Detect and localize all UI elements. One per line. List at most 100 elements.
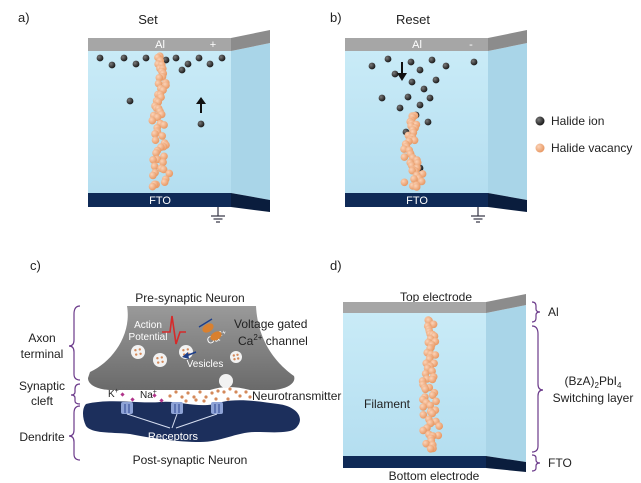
halide-ion xyxy=(426,94,434,102)
device-d xyxy=(343,294,526,472)
halide-vacancy xyxy=(158,132,166,140)
neurotransmitter-molecule xyxy=(204,395,208,399)
top-electrode-label-d: Top electrode xyxy=(400,290,472,304)
halide-ion xyxy=(195,54,203,62)
panel-a-letter: a) xyxy=(18,10,30,25)
post-neuron-label: Post-synaptic Neuron xyxy=(133,453,248,467)
top-electrode-label-a: Al xyxy=(155,39,165,51)
filament-d xyxy=(418,316,444,453)
top-electrode-d xyxy=(343,302,486,313)
halide-ion xyxy=(178,66,186,74)
bottom-electrode-label-a: FTO xyxy=(149,195,171,207)
halide-vacancy xyxy=(160,152,168,161)
panel-b-letter: b) xyxy=(330,10,342,25)
panel-d: d) Top electrode Filament Bottom electro… xyxy=(330,258,633,483)
top-electrode-label-b: Al xyxy=(412,39,422,51)
receptors xyxy=(121,402,223,429)
vesicle-neurotransmitter xyxy=(232,354,235,357)
layer-side-b xyxy=(488,43,527,200)
fto-bracket xyxy=(531,454,541,472)
drift-arrow-b xyxy=(397,62,407,81)
neurotransmitter-molecule xyxy=(202,399,206,403)
vesicle-neurotransmitter xyxy=(135,353,138,356)
neurotransmitter-molecule xyxy=(244,390,248,394)
vesicle-neurotransmitter xyxy=(139,352,142,355)
legend-ion-marker xyxy=(535,116,545,126)
sodium-label: Na+ xyxy=(140,389,157,401)
bottom-electrode-side-d xyxy=(486,456,526,472)
dendrite-bracket xyxy=(68,405,81,461)
halide-vacancy xyxy=(419,426,427,435)
vesicle-neurotransmitter xyxy=(233,358,236,361)
bottom-electrode-label-d: Bottom electrode xyxy=(389,469,480,483)
vesicle-neurotransmitter xyxy=(161,360,164,363)
neurotransmitter-molecule xyxy=(174,390,178,394)
switching-layer-label: Switching layer xyxy=(553,391,634,405)
calcium-arrowhead xyxy=(182,352,189,359)
layer-side-d xyxy=(486,305,526,462)
legend: Halide ion Halide vacancy xyxy=(535,114,632,155)
neurotransmitter-molecule xyxy=(180,395,184,399)
neurotransmitter-label: Neurotransmitter xyxy=(252,389,341,403)
switching-layer-formula: (BzA)2PbI4 xyxy=(565,374,622,390)
legend-vacancy-label: Halide vacancy xyxy=(551,141,632,155)
panel-a-title: Set xyxy=(138,12,158,27)
halide-vacancy xyxy=(422,439,430,448)
polarity-a: + xyxy=(210,39,216,51)
halide-vacancy xyxy=(434,431,443,440)
halide-vacancy xyxy=(410,175,418,183)
halide-vacancy xyxy=(410,136,419,145)
halide-ion xyxy=(162,56,170,64)
halide-vacancies-b xyxy=(400,111,427,191)
neurotransmitter-dots xyxy=(168,387,252,403)
halide-vacancy xyxy=(151,130,159,138)
device-a: Al + FTO xyxy=(88,30,270,223)
halide-ion xyxy=(218,54,226,62)
neurotransmitter-molecule xyxy=(192,395,196,399)
vesicle xyxy=(153,353,167,367)
halide-vacancy xyxy=(400,153,409,161)
vesicle xyxy=(230,351,242,363)
halide-ion xyxy=(96,54,104,62)
layer-side-a xyxy=(231,43,270,200)
bottom-electrode-side-a xyxy=(231,193,270,212)
panel-d-letter: d) xyxy=(330,258,342,273)
halide-ion xyxy=(126,97,134,105)
halide-vacancy xyxy=(159,165,168,174)
releasing-vesicle xyxy=(219,374,233,388)
synaptic-cleft-bracket xyxy=(70,383,81,405)
device-b: Al - FTO xyxy=(345,30,527,223)
calcium-channel xyxy=(198,318,222,341)
switching-layer-d xyxy=(343,313,486,456)
vesicle-neurotransmitter xyxy=(186,348,189,351)
halide-ion xyxy=(416,66,424,74)
halide-ion xyxy=(428,56,436,64)
vesicle-neurotransmitter xyxy=(134,349,137,352)
neurotransmitter-molecule xyxy=(186,391,190,395)
halide-vacancy xyxy=(432,397,440,406)
halide-ion xyxy=(108,61,116,69)
halide-ion xyxy=(396,104,404,112)
bottom-electrode-label-b: FTO xyxy=(406,195,428,207)
halide-ion xyxy=(408,78,416,86)
halide-ion xyxy=(432,76,440,84)
neurotransmitter-molecule xyxy=(248,395,252,399)
halide-vacancy xyxy=(160,121,168,129)
halide-vacancy xyxy=(148,182,157,191)
axon-terminal-bracket xyxy=(68,305,81,381)
halide-vacancy xyxy=(151,136,160,144)
neurotransmitter-molecule xyxy=(210,391,214,395)
panel-c: c) Pre-synaptic Neuron Post-synaptic Neu… xyxy=(19,258,341,467)
halide-vacancy xyxy=(155,74,164,82)
top-electrode-a xyxy=(88,38,231,51)
halide-vacancy xyxy=(160,178,169,186)
synaptic-cleft-line2: cleft xyxy=(31,394,54,408)
ground-symbol-b xyxy=(471,207,485,223)
halide-vacancy xyxy=(426,445,435,453)
halide-vacancy xyxy=(428,391,437,400)
halide-ion xyxy=(416,101,424,109)
halide-vacancy xyxy=(428,409,437,418)
halide-vacancy xyxy=(419,411,428,419)
filament-label: Filament xyxy=(364,397,411,411)
vesicle xyxy=(179,345,193,359)
